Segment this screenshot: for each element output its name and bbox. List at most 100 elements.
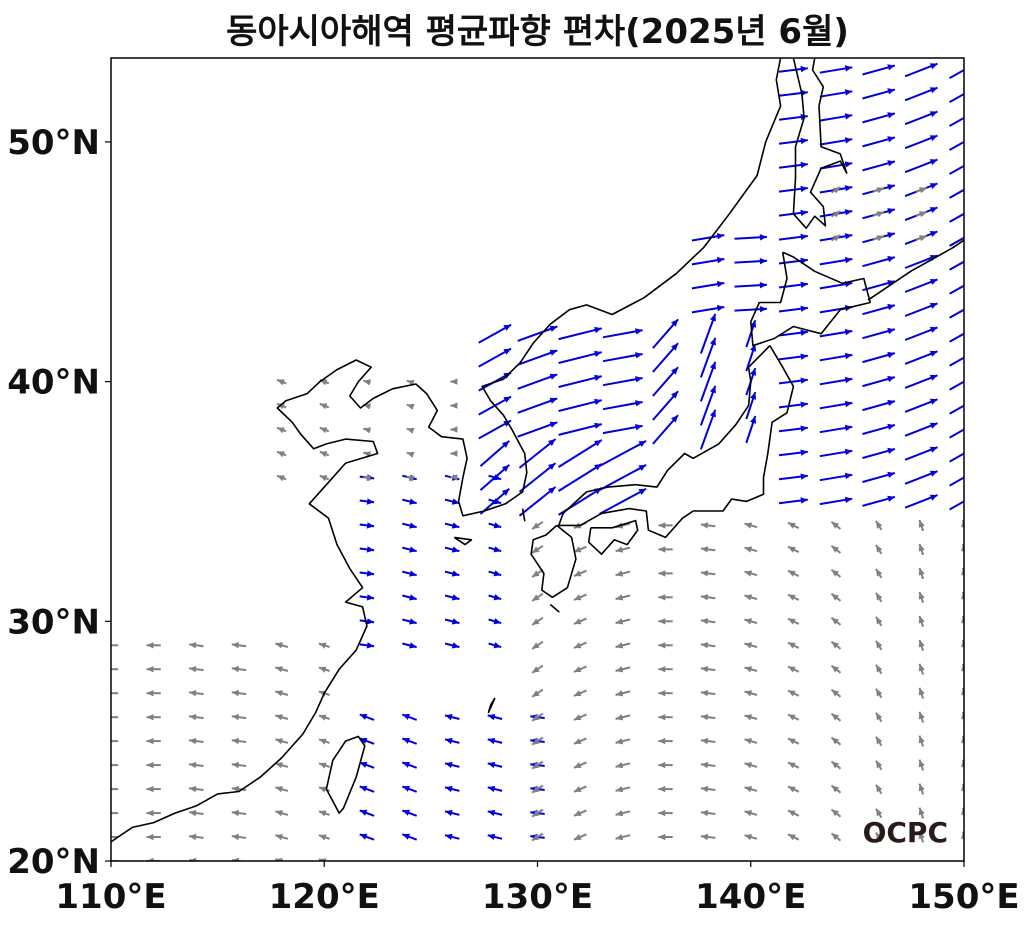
- wave-arrow-significant: [904, 398, 938, 413]
- wave-arrow: [615, 570, 631, 577]
- wave-arrow-significant: [359, 618, 375, 625]
- wave-arrow-significant: [402, 642, 417, 649]
- wave-arrow: [531, 760, 544, 770]
- wave-arrow: [830, 808, 842, 818]
- wave-arrow-significant: [517, 421, 558, 438]
- ocpc-logo: OCPC: [863, 816, 948, 849]
- wave-arrow: [231, 809, 247, 817]
- x-axis: 110°E 120°E 130°E 140°E 150°E: [55, 861, 1020, 917]
- wave-arrow-significant: [778, 449, 808, 457]
- wave-arrow: [787, 737, 800, 745]
- wave-arrow: [363, 475, 371, 482]
- wave-arrow: [700, 690, 716, 697]
- wave-arrow-significant: [652, 342, 679, 373]
- wave-arrow: [787, 521, 800, 529]
- wave-arrow: [406, 475, 415, 482]
- wave-arrow: [111, 668, 119, 671]
- wave-arrow-significant: [487, 714, 503, 721]
- wave-arrow: [146, 857, 161, 861]
- wave-arrow: [875, 568, 883, 579]
- wave-arrow: [318, 762, 330, 769]
- wave-arrow-significant: [745, 391, 757, 420]
- wave-arrow-significant: [699, 361, 717, 402]
- wave-arrow: [531, 544, 544, 554]
- wave-arrow: [830, 664, 842, 674]
- wave-arrow: [787, 569, 800, 577]
- wave-arrow: [231, 785, 247, 793]
- wave-arrow-significant: [949, 236, 964, 247]
- wave-arrow-significant: [949, 356, 964, 367]
- wave-arrow: [787, 833, 800, 841]
- wave-arrow-significant: [444, 761, 460, 769]
- wave-arrow: [188, 785, 204, 793]
- wave-arrow: [188, 809, 204, 817]
- wave-arrow-significant: [402, 594, 417, 601]
- wave-arrow: [700, 737, 716, 745]
- wave-arrow-significant: [444, 714, 460, 721]
- wave-arrow-significant: [359, 713, 375, 721]
- wave-arrow: [830, 784, 842, 794]
- wave-arrow: [875, 616, 883, 627]
- wave-arrow: [111, 644, 119, 647]
- x-tick-label: 130°E: [482, 877, 593, 917]
- wave-arrow: [111, 716, 119, 719]
- wave-arrow: [319, 474, 330, 482]
- wave-arrow: [146, 785, 161, 793]
- wave-arrow-significant: [488, 594, 502, 601]
- wave-arrow-significant: [904, 374, 938, 389]
- coastline: [558, 345, 795, 539]
- wave-arrow-significant: [778, 281, 808, 289]
- wave-arrow: [231, 642, 247, 649]
- y-tick-label: 50°N: [7, 123, 100, 163]
- wave-arrow: [744, 690, 758, 697]
- wave-arrow: [146, 761, 161, 769]
- wave-arrow-significant: [444, 498, 460, 505]
- wave-arrow-significant: [487, 809, 503, 817]
- wave-arrow-significant: [401, 761, 418, 769]
- wave-arrow: [918, 615, 925, 628]
- wave-arrow-significant: [558, 350, 603, 364]
- wave-arrow-significant: [488, 642, 502, 649]
- wave-arrow: [146, 642, 161, 649]
- wave-arrow: [531, 808, 544, 818]
- wave-arrow: [275, 690, 289, 697]
- wave-arrow-significant: [734, 258, 768, 265]
- wave-arrow: [700, 714, 716, 721]
- wave-arrow: [700, 618, 716, 625]
- wave-arrow-significant: [518, 486, 557, 517]
- wave-arrow: [111, 740, 119, 743]
- wave-arrow-significant: [949, 476, 964, 487]
- wave-arrow: [658, 546, 673, 553]
- wave-arrow: [146, 833, 161, 841]
- wave-arrow-significant: [862, 160, 896, 172]
- wave-arrow: [318, 810, 330, 817]
- wave-arrow: [915, 235, 928, 242]
- wave-arrow-significant: [862, 375, 896, 388]
- wave-arrow: [744, 834, 758, 841]
- coastline: [521, 508, 526, 522]
- wave-arrow: [573, 713, 587, 721]
- wave-arrow: [787, 641, 800, 649]
- wave-arrow-significant: [862, 112, 896, 124]
- wave-arrow: [830, 521, 842, 530]
- wave-arrow-significant: [401, 809, 418, 817]
- wave-arrow: [875, 808, 883, 819]
- wave-arrow: [188, 714, 204, 721]
- wave-arrow: [615, 618, 631, 625]
- map-title: 동아시아해역 평균파향 편차(2025년 6월): [226, 12, 849, 52]
- wave-arrow-significant: [517, 349, 558, 366]
- wave-arrow: [450, 474, 458, 481]
- wave-arrow: [319, 402, 330, 410]
- wave-arrow-significant: [819, 89, 853, 98]
- wave-arrow-significant: [904, 470, 938, 485]
- wave-arrow-significant: [778, 473, 808, 481]
- wave-arrow: [744, 594, 758, 601]
- wave-arrow: [875, 520, 883, 531]
- y-axis: 20°N 30°N 40°N 50°N: [7, 123, 111, 882]
- wave-arrow: [146, 737, 161, 745]
- wave-arrow: [872, 235, 885, 242]
- wave-arrow: [231, 714, 247, 721]
- wave-arrow-significant: [778, 233, 808, 241]
- wave-arrow: [918, 663, 925, 675]
- wave-arrow: [531, 640, 544, 650]
